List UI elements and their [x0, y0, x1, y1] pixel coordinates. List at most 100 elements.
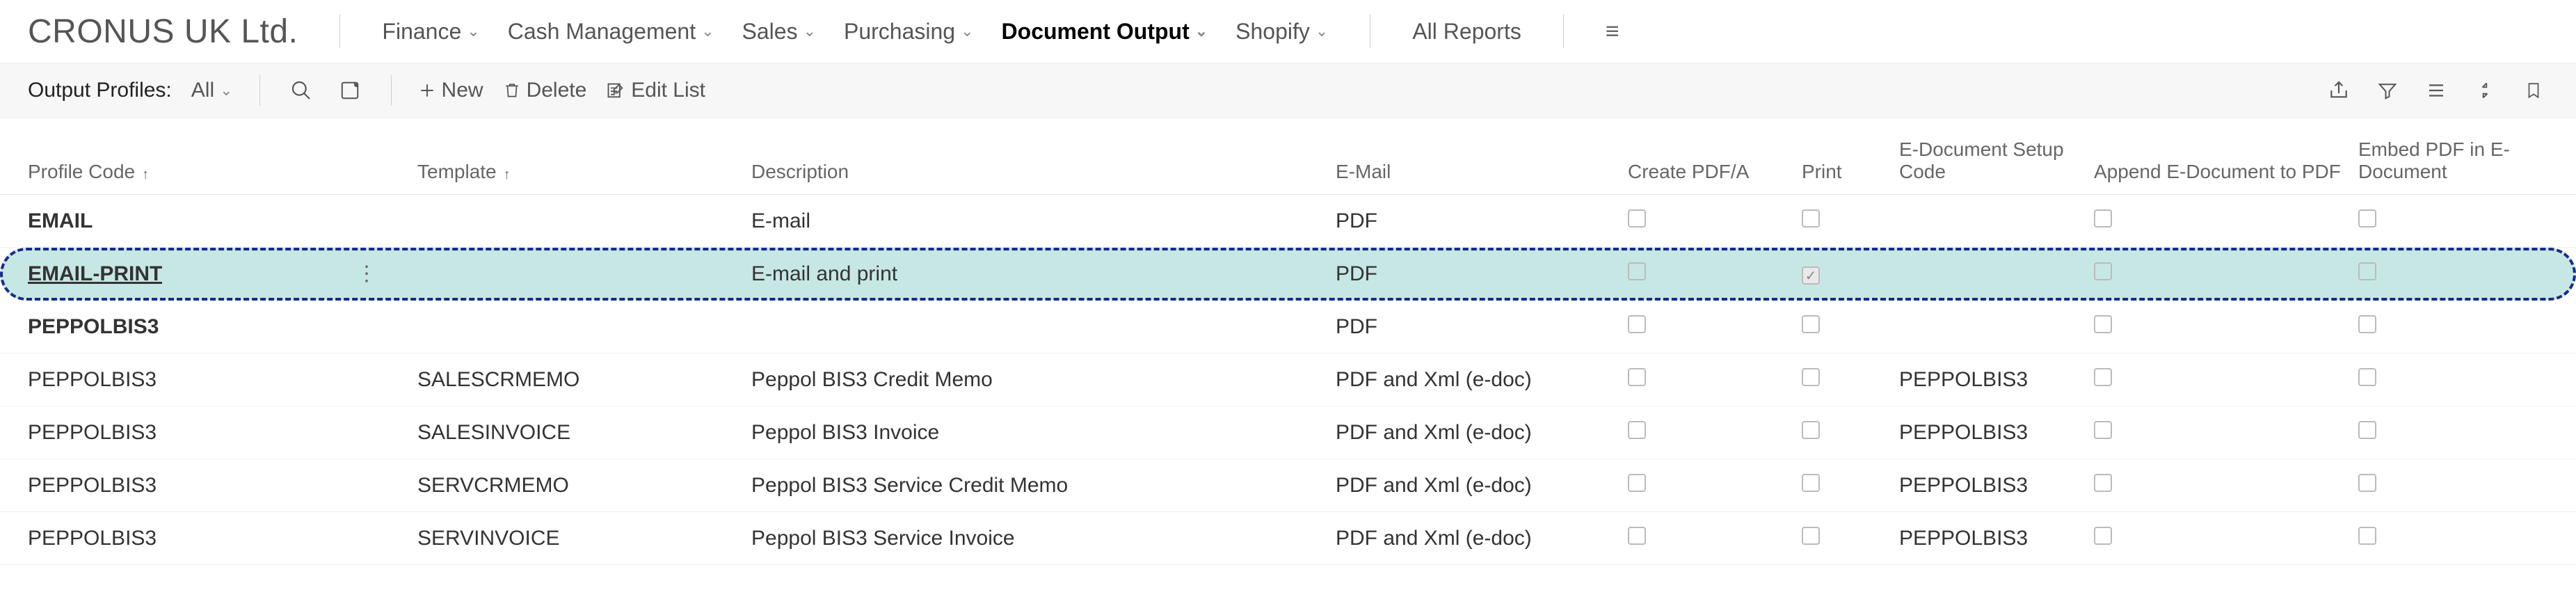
col-description[interactable]: Description [751, 161, 1336, 183]
cell-edoc-setup: PEPPOLBIS3 [1899, 368, 2094, 392]
menu-sales-label: Sales [742, 19, 798, 45]
cell-email: PDF and Xml (e-doc) [1336, 474, 1628, 498]
col-embed-pdf[interactable]: Embed PDF in E-Document [2358, 138, 2576, 183]
checkbox[interactable] [1802, 527, 1820, 545]
search-icon[interactable] [287, 76, 316, 105]
col-pdfa-label: Create PDF/A [1628, 161, 1749, 183]
menu-finance[interactable]: Finance ⌄ [382, 19, 479, 45]
table-row[interactable]: EMAIL-PRINT ⋮ E-mail and print PDF ✓ [0, 248, 2576, 301]
col-print-label: Print [1802, 161, 1842, 183]
checkbox[interactable] [1628, 421, 1646, 439]
col-print[interactable]: Print [1802, 161, 1899, 183]
bookmark-icon[interactable] [2519, 76, 2548, 105]
cell-description: Peppol BIS3 Service Credit Memo [751, 474, 1336, 498]
col-email[interactable]: E-Mail [1336, 161, 1628, 183]
checkbox[interactable] [2094, 474, 2112, 492]
collapse-icon[interactable] [2470, 76, 2499, 105]
table-row[interactable]: PEPPOLBIS3 SERVINVOICE Peppol BIS3 Servi… [0, 512, 2576, 565]
row-actions-icon[interactable]: ⋮ [356, 262, 376, 286]
menu-cash-label: Cash Management [508, 19, 696, 45]
cell-embed-pdf [2358, 209, 2576, 233]
checkbox[interactable] [1628, 527, 1646, 545]
checkbox[interactable] [1802, 368, 1820, 386]
menu-shopify[interactable]: Shopify ⌄ [1235, 19, 1328, 45]
cell-embed-pdf [2358, 368, 2576, 392]
col-profile-code-label: Profile Code [28, 161, 135, 183]
cell-profile-code: PEPPOLBIS3 [28, 368, 157, 392]
new-record-icon[interactable] [335, 76, 365, 105]
edit-list-button[interactable]: Edit List [606, 79, 705, 102]
cell-email: PDF [1336, 262, 1628, 286]
cell-email: PDF and Xml (e-doc) [1336, 527, 1628, 550]
share-icon[interactable] [2324, 76, 2353, 105]
hamburger-icon[interactable]: ≡ [1606, 18, 1619, 45]
checkbox[interactable] [1802, 421, 1820, 439]
cell-edoc-setup: PEPPOLBIS3 [1899, 421, 2094, 445]
checkbox[interactable] [1802, 209, 1820, 228]
cell-append-edoc [2094, 209, 2358, 233]
checkbox[interactable] [2358, 368, 2376, 386]
checkbox[interactable] [1628, 209, 1646, 228]
chevron-down-icon: ⌄ [803, 22, 816, 40]
chevron-down-icon: ⌄ [220, 81, 232, 100]
checkbox[interactable] [1628, 315, 1646, 333]
list-view-icon[interactable] [2422, 76, 2451, 105]
cell-create-pdfa [1628, 262, 1802, 286]
checkbox[interactable] [2358, 421, 2376, 439]
checkbox[interactable] [1802, 474, 1820, 492]
col-profile-code[interactable]: Profile Code ↑ [28, 161, 417, 183]
col-description-label: Description [751, 161, 849, 183]
table-row[interactable]: PEPPOLBIS3 PDF [0, 301, 2576, 353]
cell-embed-pdf [2358, 421, 2576, 445]
menu-sales[interactable]: Sales ⌄ [742, 19, 816, 45]
checkbox[interactable] [2094, 262, 2112, 280]
view-filter-all[interactable]: All ⌄ [191, 79, 233, 102]
chevron-down-icon: ⌄ [1315, 22, 1328, 40]
cell-description: Peppol BIS3 Credit Memo [751, 368, 1336, 392]
col-template[interactable]: Template ↑ [417, 161, 751, 183]
cell-create-pdfa [1628, 421, 1802, 445]
col-append-label: Append E-Document to PDF [2094, 161, 2341, 183]
actionbar: Output Profiles: All ⌄ New Delete Edit L… [0, 63, 2576, 118]
menu-purchasing[interactable]: Purchasing ⌄ [844, 19, 974, 45]
checkbox[interactable] [2094, 421, 2112, 439]
cell-template: SERVCRMEMO [417, 474, 751, 498]
checkbox[interactable]: ✓ [1802, 266, 1820, 285]
filter-icon[interactable] [2373, 76, 2402, 105]
checkbox[interactable] [1628, 262, 1646, 280]
checkbox[interactable] [2094, 209, 2112, 228]
checkbox[interactable] [1802, 315, 1820, 333]
menu-document-output[interactable]: Document Output ⌄ [1002, 19, 1208, 45]
cell-template: SALESINVOICE [417, 421, 751, 445]
checkbox[interactable] [2094, 527, 2112, 545]
cell-create-pdfa [1628, 368, 1802, 392]
table-row[interactable]: PEPPOLBIS3 SALESINVOICE Peppol BIS3 Invo… [0, 406, 2576, 459]
col-append-edoc[interactable]: Append E-Document to PDF [2094, 161, 2358, 183]
cell-profile-code: PEPPOLBIS3 [28, 421, 157, 445]
checkbox[interactable] [2358, 262, 2376, 280]
checkbox[interactable] [2094, 315, 2112, 333]
checkbox[interactable] [2358, 209, 2376, 228]
checkbox[interactable] [2358, 315, 2376, 333]
delete-button[interactable]: Delete [503, 79, 587, 102]
divider [391, 75, 392, 106]
new-button[interactable]: New [418, 79, 483, 102]
checkbox[interactable] [1628, 368, 1646, 386]
checkbox[interactable] [2358, 474, 2376, 492]
new-button-label: New [442, 79, 483, 102]
table-row[interactable]: PEPPOLBIS3 SERVCRMEMO Peppol BIS3 Servic… [0, 459, 2576, 512]
cell-print [1802, 315, 1899, 339]
table-row[interactable]: PEPPOLBIS3 SALESCRMEMO Peppol BIS3 Credi… [0, 353, 2576, 406]
checkbox[interactable] [2094, 368, 2112, 386]
menu-cash-management[interactable]: Cash Management ⌄ [508, 19, 714, 45]
checkbox[interactable] [1628, 474, 1646, 492]
col-edoc-setup[interactable]: E-Document Setup Code [1899, 138, 2094, 183]
cell-create-pdfa [1628, 527, 1802, 550]
table-row[interactable]: EMAIL E-mail PDF [0, 195, 2576, 248]
output-profiles-grid: Profile Code ↑ Template ↑ Description E-… [0, 118, 2576, 565]
menu-all-reports[interactable]: All Reports [1412, 19, 1521, 45]
checkbox[interactable] [2358, 527, 2376, 545]
col-email-label: E-Mail [1336, 161, 1391, 183]
plus-icon [418, 81, 436, 100]
col-create-pdfa[interactable]: Create PDF/A [1628, 161, 1802, 183]
